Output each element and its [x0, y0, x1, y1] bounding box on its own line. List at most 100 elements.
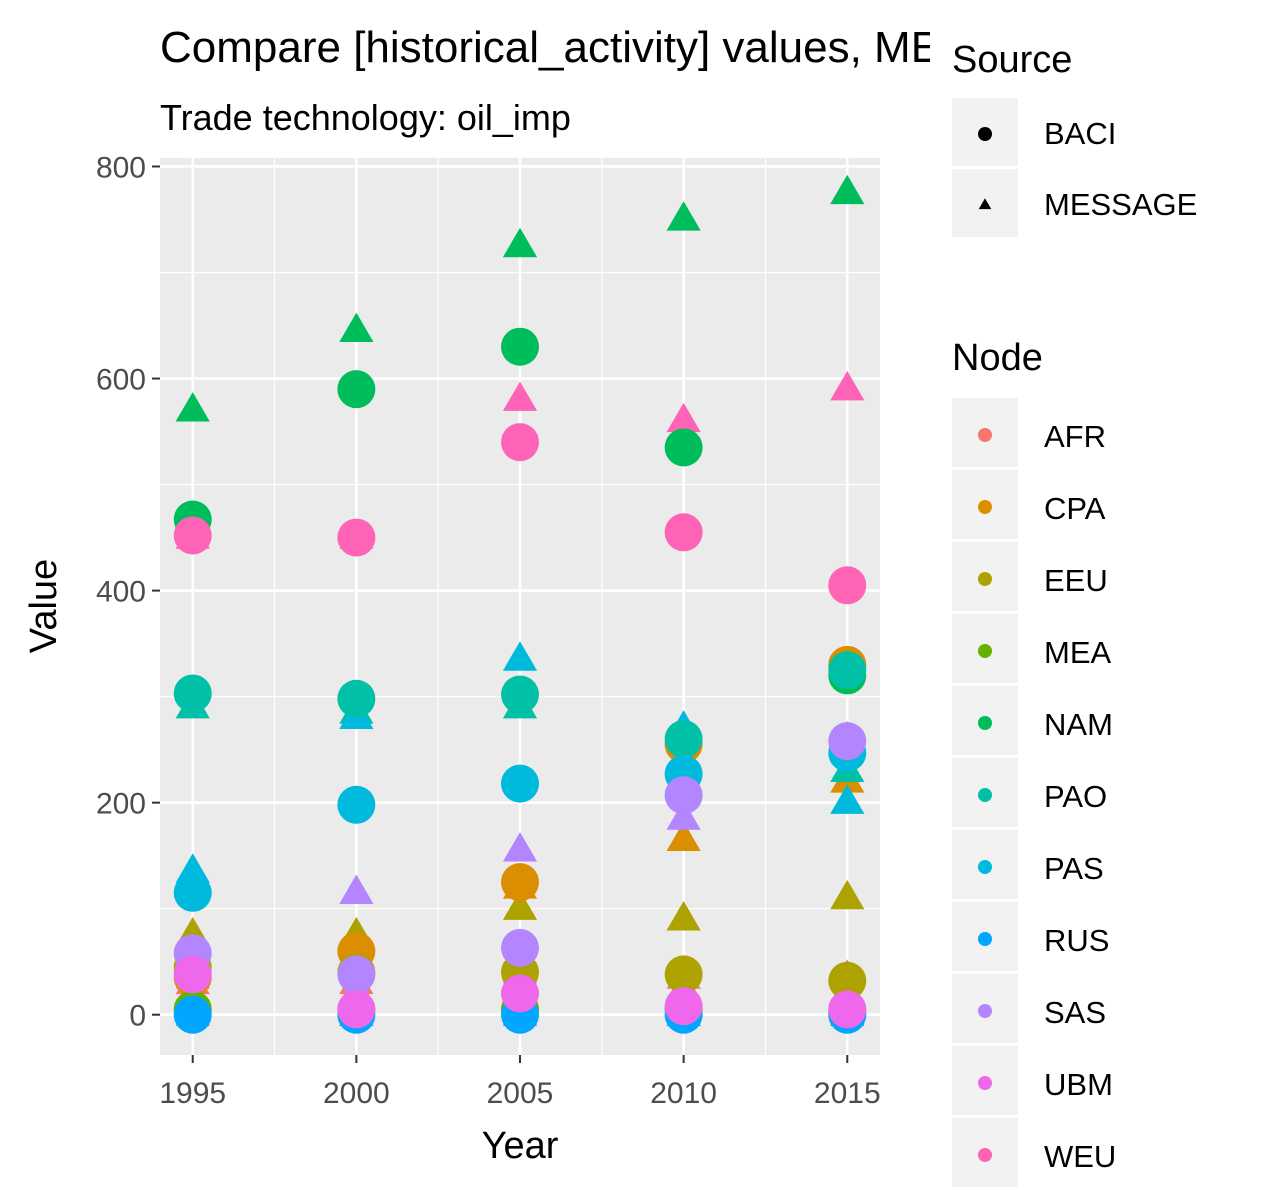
node-legend-item: UBM: [952, 1046, 1113, 1115]
data-point-nam-message: [666, 201, 701, 231]
data-point-cpa-baci: [501, 863, 539, 902]
data-point-eeu-message: [830, 879, 865, 910]
data-point-weu-baci: [501, 423, 539, 462]
node-legend-item: NAM: [952, 686, 1113, 755]
data-point-rus-baci: [173, 995, 212, 1034]
y-tick-label: 0: [129, 1000, 146, 1033]
data-point-eeu-message: [666, 901, 701, 931]
legend-label: BACI: [1044, 116, 1116, 151]
y-tick-label: 800: [96, 151, 146, 184]
data-point-nam-message: [175, 392, 210, 422]
legend-glyph-pao: [978, 788, 992, 802]
data-point-pas-baci: [337, 785, 376, 824]
data-points: [173, 174, 867, 1034]
x-tick-label: 2005: [487, 1077, 554, 1110]
data-point-sas-baci: [337, 955, 376, 994]
legend-glyph-mea: [978, 644, 992, 658]
data-point-pao-baci: [828, 651, 867, 690]
data-point-weu-baci: [828, 566, 867, 605]
grid: [160, 158, 880, 1055]
legend-label: AFR: [1044, 419, 1106, 454]
legend-glyph-rus: [978, 932, 992, 946]
node-legend-title: Node: [952, 337, 1043, 379]
legend-glyph-sas: [978, 1004, 992, 1018]
legend-label: SAS: [1044, 995, 1106, 1030]
legend-glyph-message: [978, 198, 992, 210]
source-legend-item: BACI: [952, 98, 1116, 166]
legend-glyph-ubm: [978, 1076, 992, 1090]
data-point-nam-message: [830, 174, 865, 205]
legend-glyph-afr: [978, 428, 992, 442]
node-legend-item: PAS: [952, 830, 1104, 899]
data-point-pas-message: [830, 784, 865, 814]
data-point-sas-message: [502, 832, 538, 862]
node-legend-item: MEA: [952, 614, 1112, 683]
legend-glyph-eeu: [978, 572, 992, 586]
data-point-sas-baci: [828, 722, 867, 761]
data-point-nam-baci: [337, 370, 376, 409]
data-point-sas-baci: [501, 928, 539, 967]
node-legend-item: EEU: [952, 542, 1108, 611]
data-point-sas-message: [339, 874, 374, 904]
node-legend-item: WEU: [952, 1118, 1116, 1187]
data-point-pao-baci: [664, 720, 703, 759]
legend-label: MEA: [1044, 635, 1112, 670]
node-legend-item: RUS: [952, 902, 1109, 971]
data-point-nam-baci: [664, 428, 703, 467]
data-point-nam-message: [339, 312, 374, 343]
x-axis: 1995 2000 2005 2010 2015: [159, 1055, 881, 1110]
y-axis-title: Value: [23, 559, 65, 653]
data-point-pao-baci: [173, 674, 212, 713]
data-point-pas-message: [175, 853, 210, 883]
data-point-weu-message: [502, 381, 538, 411]
node-legend-item: CPA: [952, 470, 1106, 539]
node-legend-item: AFR: [952, 398, 1106, 467]
legend-label: UBM: [1044, 1067, 1113, 1102]
data-point-ubm-baci: [173, 955, 212, 994]
data-point-ubm-baci: [501, 974, 539, 1013]
data-point-eeu-baci: [664, 955, 703, 994]
x-tick-label: 1995: [159, 1077, 226, 1110]
chart-subtitle: Trade technology: oil_imp: [160, 97, 571, 138]
node-legend-item: PAO: [952, 758, 1107, 827]
y-tick-label: 600: [96, 364, 146, 397]
data-point-weu-baci: [664, 513, 703, 552]
y-tick-label: 200: [96, 788, 146, 821]
data-point-nam-message: [502, 227, 538, 258]
data-point-ubm-baci: [828, 990, 867, 1029]
legend-label: NAM: [1044, 707, 1113, 742]
x-tick-label: 2010: [650, 1077, 717, 1110]
data-point-sas-baci: [664, 776, 703, 815]
legend-glyph-nam: [978, 716, 992, 730]
data-point-cpa-message: [666, 821, 701, 851]
legend-label: EEU: [1044, 563, 1108, 598]
x-tick-label: 2015: [814, 1077, 881, 1110]
legend-label: MESSAGE: [1044, 187, 1197, 222]
x-tick-label: 2000: [323, 1077, 390, 1110]
legend-title-backdrop: [930, 30, 1275, 88]
data-point-pao-baci: [501, 675, 539, 714]
data-point-pas-baci: [173, 873, 212, 912]
data-point-pas-message: [502, 641, 538, 671]
data-point-pao-baci: [337, 679, 376, 718]
legend-glyph-cpa: [978, 500, 992, 514]
legend-glyph-baci: [978, 127, 992, 141]
data-point-weu-message: [830, 370, 865, 401]
data-point-sas-message: [666, 800, 701, 830]
source-legend-title: Source: [952, 39, 1072, 81]
legend-label: PAO: [1044, 779, 1107, 814]
legend-label: CPA: [1044, 491, 1106, 526]
data-point-weu-baci: [173, 516, 212, 555]
legend-glyph-pas: [978, 860, 992, 874]
legend-label: PAS: [1044, 851, 1104, 886]
y-axis: 0 200 400 600 800: [96, 151, 160, 1033]
legend-glyph-weu: [978, 1148, 992, 1162]
node-legend: AFR CPA EEU MEA NAM PAO PAS RUS SAS UBM WEU: [952, 398, 1116, 1187]
y-tick-label: 400: [96, 576, 146, 609]
x-axis-title: Year: [482, 1125, 559, 1167]
data-point-weu-baci: [337, 518, 376, 557]
legend-label: RUS: [1044, 923, 1109, 958]
node-legend-item: SAS: [952, 974, 1106, 1043]
data-point-ubm-baci: [664, 987, 703, 1026]
